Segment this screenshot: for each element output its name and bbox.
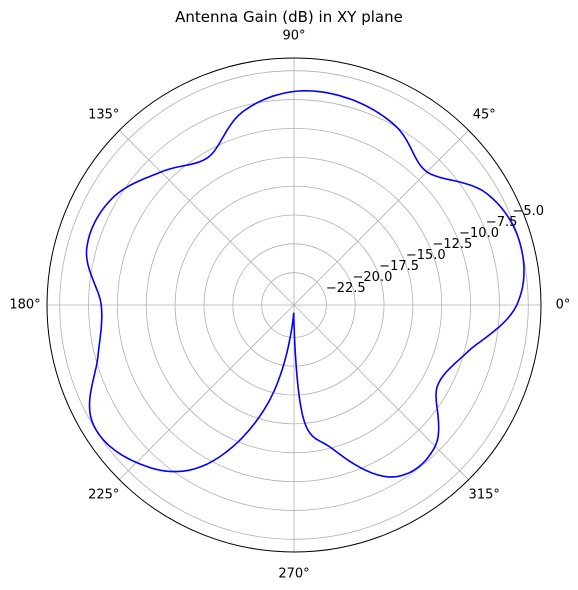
radial-tick-label: −5.0 bbox=[512, 204, 544, 219]
angle-tick-label: 90° bbox=[282, 29, 305, 44]
gain-data-point bbox=[200, 466, 201, 467]
gain-data-point bbox=[292, 325, 293, 326]
gain-data-point bbox=[136, 462, 137, 463]
radial-tick-label: −12.5 bbox=[432, 237, 472, 252]
angle-tick-label: 270° bbox=[278, 567, 309, 582]
gain-data-point bbox=[435, 446, 436, 447]
gain-data-point bbox=[294, 323, 295, 324]
gain-data-point bbox=[208, 157, 209, 158]
gain-data-point bbox=[349, 98, 350, 99]
radial-tick-label: −17.5 bbox=[379, 259, 419, 274]
angle-tick-label: 315° bbox=[469, 488, 500, 503]
polar-frame bbox=[46, 57, 542, 553]
grid-layer bbox=[46, 57, 542, 553]
gain-data-point bbox=[86, 249, 87, 250]
gain-data-point bbox=[393, 476, 394, 477]
radial-tick-label: −15.0 bbox=[406, 248, 446, 263]
gain-data-point bbox=[101, 305, 102, 306]
radial-tick-label: −22.5 bbox=[326, 281, 366, 296]
angle-tick-label: 135° bbox=[88, 107, 119, 122]
gain-data-point bbox=[92, 421, 93, 422]
angle-grid-line bbox=[119, 304, 295, 480]
gain-data-point bbox=[467, 351, 468, 352]
angle-grid-line bbox=[293, 304, 469, 480]
angle-tick-label: 180° bbox=[9, 298, 40, 313]
gain-data-point bbox=[160, 171, 161, 172]
gain-data-point bbox=[427, 171, 428, 172]
gain-data-point bbox=[332, 448, 333, 449]
label-layer: 0°45°90°135°180°225°270°315°−22.5−20.0−1… bbox=[9, 29, 570, 582]
radial-tick-label: −7.5 bbox=[486, 215, 518, 230]
gain-data-point bbox=[242, 112, 243, 113]
gain-data-point bbox=[294, 91, 295, 92]
gain-data-point bbox=[520, 244, 521, 245]
gain-data-point bbox=[304, 421, 305, 422]
chart-title: Antenna Gain (dB) in XY plane bbox=[175, 8, 403, 26]
series-layer bbox=[85, 90, 525, 478]
gain-data-point bbox=[516, 305, 517, 306]
gain-data-point bbox=[396, 127, 397, 128]
radial-tick-label: −20.0 bbox=[353, 270, 393, 285]
angle-tick-label: 225° bbox=[88, 488, 119, 503]
gain-data-point bbox=[436, 387, 437, 388]
gain-series-line bbox=[85, 90, 525, 478]
gain-data-point bbox=[267, 404, 268, 405]
angle-grid-line bbox=[119, 130, 295, 306]
angle-tick-label: 0° bbox=[556, 298, 571, 313]
radial-tick-label: −10.0 bbox=[459, 226, 499, 241]
angle-tick-label: 45° bbox=[473, 107, 496, 122]
gain-data-point bbox=[97, 357, 98, 358]
gain-data-point bbox=[486, 193, 487, 194]
angle-grid-line bbox=[293, 130, 469, 306]
gain-data-point bbox=[111, 199, 112, 200]
